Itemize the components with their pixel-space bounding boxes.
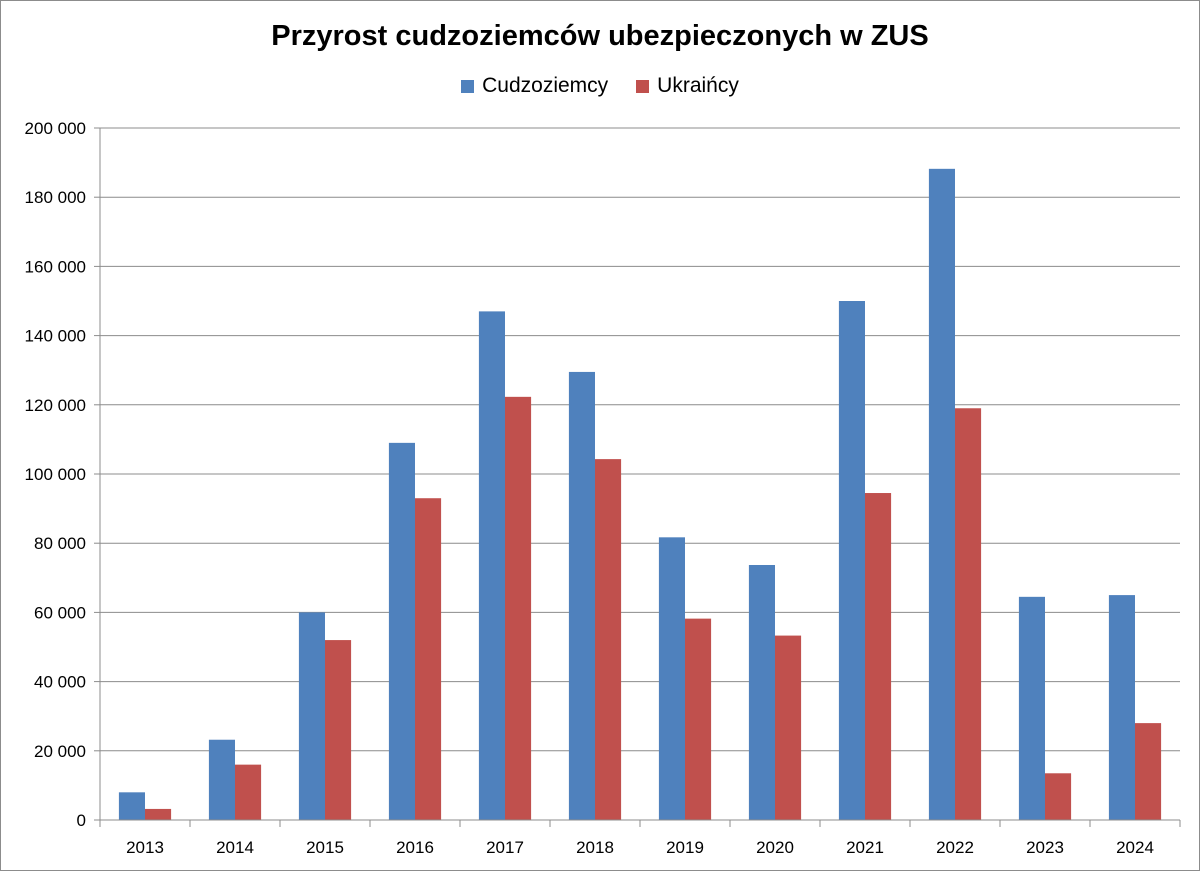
y-tick-label: 60 000 — [34, 603, 86, 622]
y-tick-label: 120 000 — [25, 396, 86, 415]
legend-item-cudzoziemcy: Cudzoziemcy — [461, 74, 608, 98]
x-tick-label: 2018 — [576, 838, 614, 857]
bar-cudzoziemcy-2016 — [388, 442, 415, 820]
bar-ukraicy-2021 — [865, 493, 892, 820]
chart-title: Przyrost cudzoziemców ubezpieczonych w Z… — [271, 20, 929, 52]
bar-cudzoziemcy-2023 — [1018, 596, 1045, 820]
legend-label-cudzoziemcy: Cudzoziemcy — [482, 74, 609, 97]
x-tick-label: 2016 — [396, 838, 434, 857]
bar-ukraicy-2024 — [1135, 723, 1162, 820]
y-tick-label: 160 000 — [25, 257, 86, 276]
y-tick-label: 40 000 — [34, 673, 86, 692]
bar-ukraicy-2020 — [775, 635, 802, 820]
bar-cudzoziemcy-2021 — [838, 301, 865, 820]
y-tick-label: 100 000 — [25, 465, 86, 484]
bar-cudzoziemcy-2019 — [658, 537, 685, 820]
x-tick-label: 2014 — [216, 838, 254, 857]
x-tick-label: 2020 — [756, 838, 794, 857]
legend-swatch-cudzoziemcy — [461, 79, 475, 93]
y-tick-label: 0 — [77, 811, 86, 830]
bar-ukraicy-2015 — [325, 640, 352, 820]
bar-cudzoziemcy-2020 — [748, 564, 775, 820]
y-tick-label: 200 000 — [25, 119, 86, 138]
bar-ukraicy-2018 — [595, 459, 622, 820]
y-tick-label: 80 000 — [34, 534, 86, 553]
x-tick-label: 2015 — [306, 838, 344, 857]
legend-label-ukraincy: Ukraińcy — [657, 74, 739, 97]
x-tick-label: 2013 — [126, 838, 164, 857]
legend-item-ukraincy: Ukraińcy — [636, 74, 739, 98]
bar-cudzoziemcy-2022 — [928, 168, 955, 820]
bar-cudzoziemcy-2017 — [478, 311, 505, 820]
y-tick-label: 140 000 — [25, 327, 86, 346]
bar-cudzoziemcy-2015 — [298, 612, 325, 820]
y-tick-label: 20 000 — [34, 742, 86, 761]
legend-swatch-ukraincy — [636, 79, 650, 93]
bar-cudzoziemcy-2024 — [1108, 595, 1135, 820]
bar-ukraicy-2022 — [955, 408, 982, 820]
x-tick-label: 2024 — [1116, 838, 1154, 857]
y-tick-label: 180 000 — [25, 188, 86, 207]
bar-cudzoziemcy-2018 — [568, 371, 595, 820]
bar-ukraicy-2023 — [1045, 773, 1072, 820]
x-tick-label: 2017 — [486, 838, 524, 857]
bar-ukraicy-2019 — [685, 618, 712, 820]
bar-ukraicy-2016 — [415, 498, 442, 820]
bar-ukraicy-2013 — [145, 808, 172, 820]
bar-ukraicy-2017 — [505, 396, 532, 820]
bar-cudzoziemcy-2013 — [118, 792, 145, 820]
x-tick-label: 2023 — [1026, 838, 1064, 857]
bar-cudzoziemcy-2014 — [208, 739, 235, 820]
x-tick-label: 2021 — [846, 838, 884, 857]
bar-ukraicy-2014 — [235, 764, 262, 820]
x-tick-label: 2022 — [936, 838, 974, 857]
x-tick-label: 2019 — [666, 838, 704, 857]
legend: Cudzoziemcy Ukraińcy — [0, 74, 1200, 98]
